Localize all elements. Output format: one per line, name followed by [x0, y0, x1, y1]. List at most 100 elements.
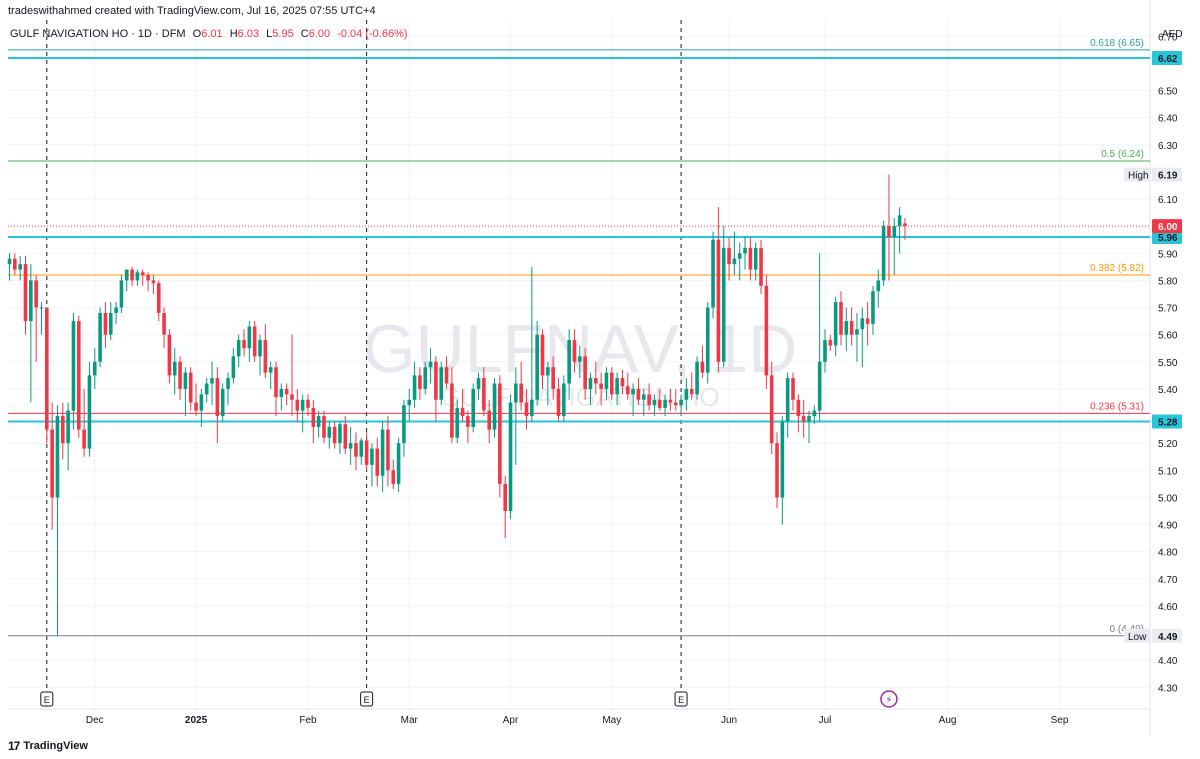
- candle: [204, 378, 209, 403]
- candle: [455, 399, 460, 444]
- candle: [700, 345, 705, 379]
- candle-body: [812, 410, 817, 417]
- candle-body: [306, 399, 310, 408]
- symbol-legend: GULF NAVIGATION HO · 1D · DFM O6.01 H6.0…: [10, 28, 408, 40]
- candle-body: [359, 440, 364, 457]
- candle: [578, 345, 582, 379]
- candle: [775, 432, 779, 509]
- candle: [311, 399, 316, 444]
- candle-body: [732, 258, 737, 265]
- candle-body: [220, 388, 225, 417]
- candle: [220, 383, 225, 422]
- candle: [92, 348, 97, 389]
- candle: [423, 361, 428, 395]
- candle: [332, 421, 337, 449]
- candle: [45, 307, 49, 444]
- candle-body: [737, 253, 742, 259]
- candle: [860, 307, 865, 368]
- candle: [657, 388, 662, 411]
- candle-body: [156, 283, 161, 313]
- candle: [418, 367, 422, 400]
- candle: [268, 361, 273, 389]
- candle: [849, 307, 854, 346]
- price-tick-label: 6.50: [1158, 87, 1178, 98]
- candle: [753, 242, 758, 281]
- candle-body: [34, 280, 38, 308]
- candle-body: [103, 312, 108, 335]
- candle: [380, 421, 385, 492]
- candle-body: [434, 361, 438, 400]
- candle-body: [727, 247, 731, 265]
- candle: [364, 432, 369, 471]
- candle: [55, 405, 60, 636]
- candle-body: [897, 215, 902, 227]
- fib-level-label: 0.382 (5.82): [1090, 263, 1144, 274]
- candle-body: [199, 394, 204, 411]
- chart-credit: tradeswithahmed created with TradingView…: [8, 5, 376, 17]
- candle: [172, 348, 177, 395]
- candle-body: [716, 239, 721, 362]
- price-tick-label: 5.50: [1158, 358, 1178, 369]
- candle-body: [439, 367, 444, 400]
- candle-body: [562, 383, 566, 417]
- candle: [562, 375, 566, 422]
- candle: [636, 378, 641, 406]
- candle-body: [146, 274, 150, 281]
- candle-body: [860, 318, 865, 330]
- candle: [556, 378, 561, 422]
- candle: [34, 274, 38, 362]
- candle-body: [865, 318, 870, 324]
- candle-body: [791, 378, 795, 400]
- candle-body: [604, 372, 609, 389]
- support-price-tag-bg: [1152, 230, 1182, 245]
- candle-body: [428, 361, 433, 368]
- candle: [284, 383, 289, 406]
- candle: [487, 399, 491, 444]
- candle-body: [807, 416, 811, 422]
- candle-body: [402, 405, 406, 444]
- candle: [833, 296, 838, 357]
- price-tick-label: 6.10: [1158, 195, 1178, 206]
- candle-body: [455, 407, 460, 438]
- candle-body: [471, 388, 476, 427]
- support-price-tag-bg: [1152, 414, 1182, 429]
- candle-body: [210, 378, 214, 384]
- candle-body: [172, 361, 177, 376]
- fib-level-label: 0.618 (6.65): [1090, 38, 1144, 49]
- candle-body: [711, 239, 715, 308]
- candle: [370, 443, 374, 487]
- candle-body: [817, 361, 822, 411]
- price-tick-label: 4.60: [1158, 602, 1178, 613]
- tradingview-logo[interactable]: 17 TradingView: [8, 739, 88, 753]
- candle: [759, 239, 763, 294]
- candle-body: [657, 399, 662, 408]
- candle-body: [444, 367, 449, 384]
- candle-body: [204, 383, 209, 395]
- time-tick-label: Jun: [721, 715, 737, 726]
- candle-body: [881, 226, 886, 281]
- candle: [258, 334, 262, 376]
- price-tick-label: 4.40: [1158, 656, 1178, 667]
- candle: [588, 372, 593, 406]
- candle-body: [370, 448, 374, 465]
- candle: [887, 174, 891, 281]
- candle: [567, 329, 571, 400]
- candle-body: [796, 399, 801, 417]
- candle: [721, 226, 726, 368]
- candle: [615, 372, 619, 406]
- candle-body: [226, 378, 230, 389]
- candle-body: [615, 378, 619, 395]
- candle: [242, 329, 246, 357]
- candle: [103, 302, 108, 349]
- candle-body: [242, 340, 246, 349]
- candle: [306, 394, 310, 417]
- candle-body: [476, 378, 481, 389]
- fib-level-label: 0.5 (6.24): [1101, 149, 1144, 160]
- candle-body: [679, 399, 683, 406]
- candle: [7, 253, 12, 281]
- candle: [87, 361, 92, 457]
- candle-body: [418, 375, 422, 389]
- candle-body: [641, 394, 646, 400]
